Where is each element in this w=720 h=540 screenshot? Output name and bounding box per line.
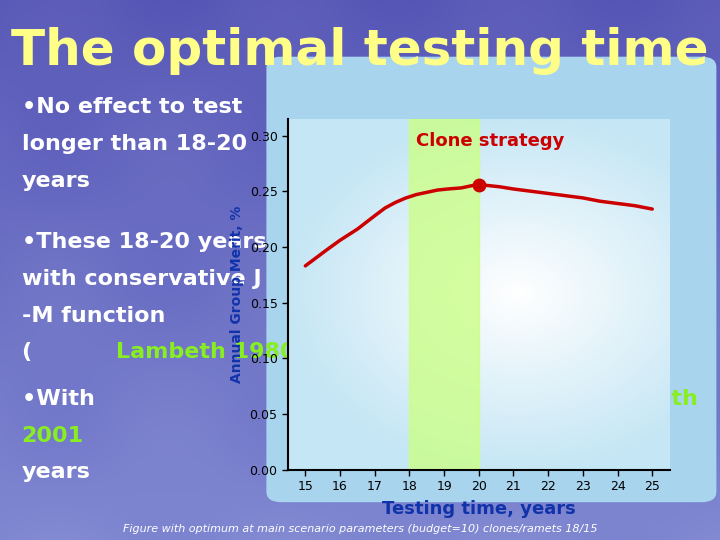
Text: Clone strategy: Clone strategy: [416, 132, 564, 150]
Bar: [410, 119, 479, 470]
Text: (: (: [22, 342, 32, 362]
Text: with conservative J: with conservative J: [22, 269, 261, 289]
Text: The optimal testing time: The optimal testing time: [12, 27, 708, 75]
Text: •These 18-20 years: •These 18-20 years: [22, 232, 266, 252]
Text: longer than 18-20: longer than 18-20: [22, 134, 247, 154]
Text: , about 15-17: , about 15-17: [400, 426, 567, 446]
Text: years: years: [22, 171, 91, 191]
FancyBboxPatch shape: [266, 57, 716, 502]
Text: -M function: -M function: [22, 306, 165, 326]
Text: Lambeth: Lambeth: [588, 389, 698, 409]
Text: Figure with optimum at main scenario parameters (budget=10) clones/ramets 18/15: Figure with optimum at main scenario par…: [122, 523, 598, 534]
X-axis label: Testing time, years: Testing time, years: [382, 500, 576, 518]
Y-axis label: Annual Group Merit, %: Annual Group Merit, %: [230, 206, 244, 383]
Text: Lambeth 1980: Lambeth 1980: [116, 342, 296, 362]
Text: 2001: 2001: [22, 426, 84, 446]
Text: •With: •With: [22, 389, 102, 409]
Text: •No effect to test: •No effect to test: [22, 97, 242, 117]
Text: years: years: [22, 462, 91, 482]
